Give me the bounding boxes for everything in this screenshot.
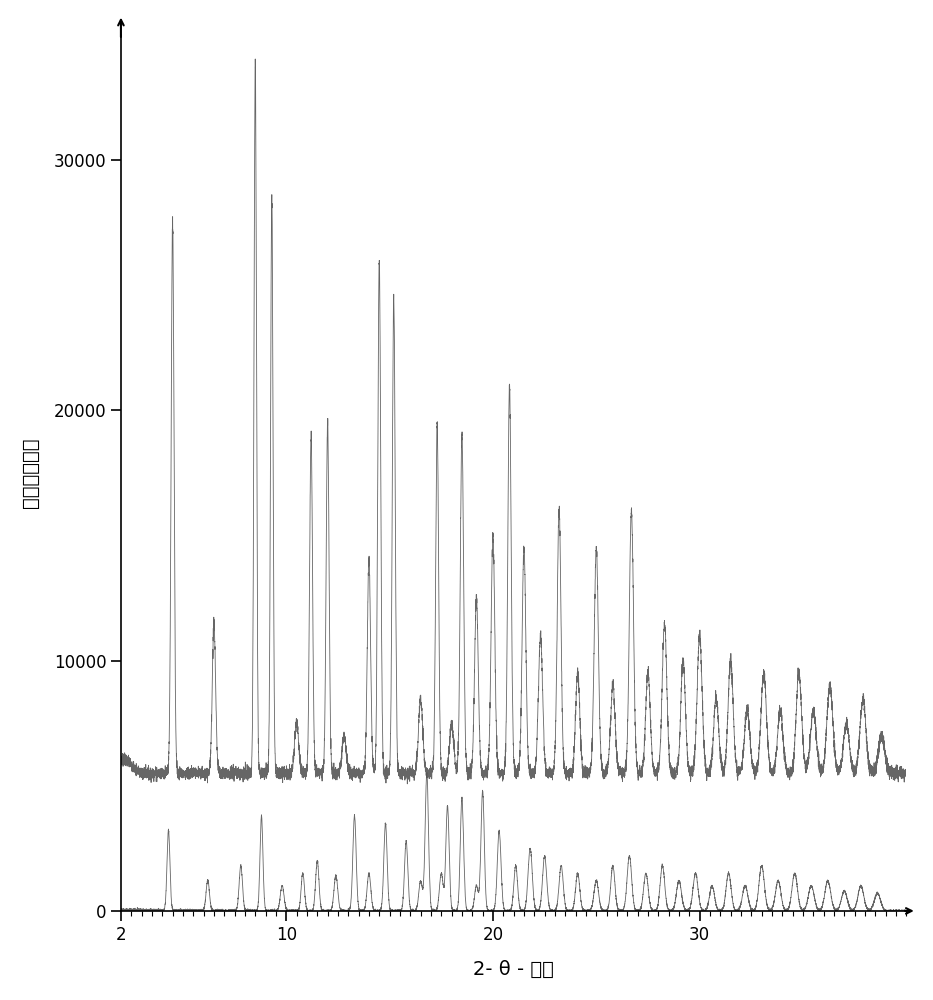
Y-axis label: 强度（计数）: 强度（计数） [21,438,40,508]
X-axis label: 2- θ - 范围: 2- θ - 范围 [473,960,554,979]
